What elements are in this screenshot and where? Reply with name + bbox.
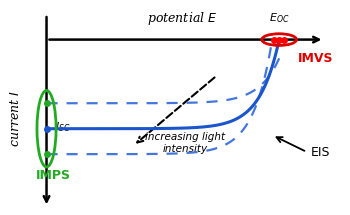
Text: increasing light
intensity: increasing light intensity <box>145 132 225 154</box>
Text: potential $E$: potential $E$ <box>147 10 217 27</box>
Text: current $I$: current $I$ <box>9 90 22 146</box>
Text: $E_{OC}$: $E_{OC}$ <box>269 11 289 25</box>
Text: IMPS: IMPS <box>36 169 71 182</box>
Text: $I_{SC}$: $I_{SC}$ <box>55 120 71 134</box>
Text: IMVS: IMVS <box>298 52 334 65</box>
Text: EIS: EIS <box>310 146 330 159</box>
